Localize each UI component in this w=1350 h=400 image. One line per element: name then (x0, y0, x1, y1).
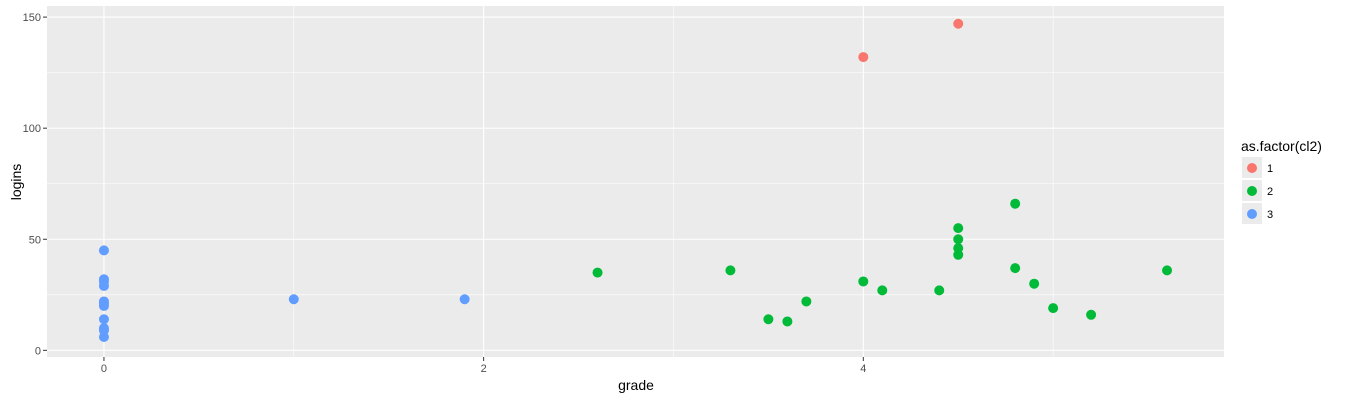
x-tick-label: 0 (101, 363, 107, 375)
x-axis-title: grade (618, 377, 654, 393)
legend-keys: 1 2 3 (1242, 157, 1273, 224)
y-tick-label: 0 (35, 345, 41, 357)
data-point-cluster-2 (1010, 263, 1021, 274)
data-point-cluster-2 (592, 267, 603, 278)
data-point-cluster-2 (934, 285, 945, 296)
data-point-cluster-3 (98, 245, 109, 256)
y-tick-label: 100 (23, 123, 41, 135)
data-point-cluster-2 (1048, 303, 1059, 314)
data-points (98, 18, 1173, 343)
y-tick-label: 50 (29, 234, 41, 246)
data-point-cluster-3 (288, 294, 299, 305)
legend-label-1: 1 (1267, 163, 1273, 175)
x-tick-label: 4 (860, 363, 866, 375)
data-point-cluster-3 (459, 294, 470, 305)
legend-key-1 (1247, 163, 1257, 173)
legend-title: as.factor(cl2) (1241, 138, 1322, 154)
data-point-cluster-3 (98, 332, 109, 343)
y-axis-title: logins (8, 164, 24, 201)
x-tick-label: 2 (481, 363, 487, 375)
data-point-cluster-2 (801, 296, 812, 307)
data-point-cluster-3 (98, 300, 109, 311)
data-point-cluster-2 (1086, 309, 1097, 320)
data-point-cluster-1 (953, 18, 964, 29)
x-axis: 0 2 4 (101, 357, 866, 375)
legend-key-2 (1247, 186, 1257, 196)
data-point-cluster-2 (858, 276, 869, 287)
legend: as.factor(cl2) 1 2 3 (1241, 138, 1322, 224)
data-point-cluster-2 (1029, 278, 1040, 289)
data-point-cluster-2 (1010, 198, 1021, 209)
data-point-cluster-2 (782, 316, 793, 327)
data-point-cluster-2 (877, 285, 888, 296)
data-point-cluster-2 (725, 265, 736, 276)
y-tick-label: 150 (23, 12, 41, 24)
plot-panel (47, 6, 1224, 357)
legend-label-3: 3 (1267, 209, 1273, 221)
legend-label-2: 2 (1267, 186, 1273, 198)
minor-gridlines (47, 6, 1224, 357)
data-point-cluster-3 (98, 314, 109, 325)
data-point-cluster-3 (98, 280, 109, 291)
y-axis: 0 50 100 150 (23, 12, 47, 357)
legend-key-3 (1247, 209, 1257, 219)
data-point-cluster-2 (763, 314, 774, 325)
data-point-cluster-2 (1162, 265, 1173, 276)
data-point-cluster-2 (953, 234, 964, 245)
data-point-cluster-1 (858, 52, 869, 63)
data-point-cluster-2 (953, 249, 964, 260)
major-gridlines (47, 6, 1224, 357)
data-point-cluster-2 (953, 223, 964, 234)
